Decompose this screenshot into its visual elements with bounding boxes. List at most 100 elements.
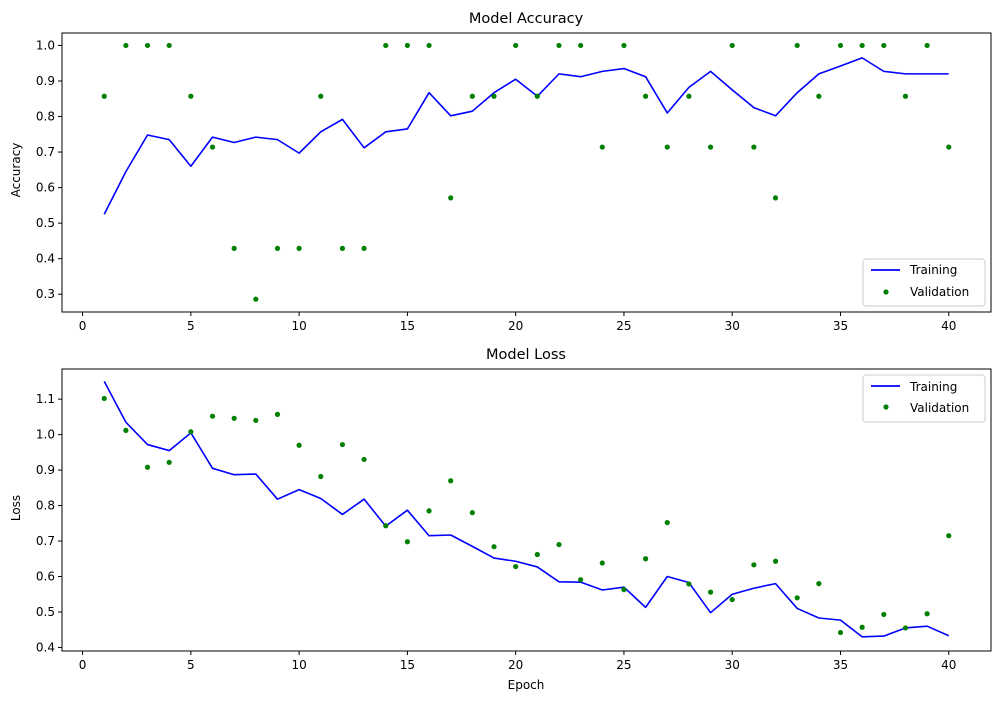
accuracy-validation-point xyxy=(231,245,237,251)
accuracy-legend: Training Validation xyxy=(862,258,986,307)
loss-legend-validation-label: Validation xyxy=(910,401,969,415)
loss-training-line xyxy=(103,381,950,638)
accuracy-validation-point xyxy=(513,42,519,49)
loss-validation-point xyxy=(556,541,562,548)
loss-validation-point xyxy=(816,581,822,587)
accuracy-validation-point xyxy=(816,93,822,99)
accuracy-xtick-label: 0 xyxy=(79,319,87,333)
loss-ytick-label: 0.8 xyxy=(36,499,55,513)
accuracy-validation-point xyxy=(253,296,259,302)
loss-validation-point xyxy=(101,395,107,402)
accuracy-plot: Model Accuracy Accuracy 0 5 10 15 20 25 30 35 40… xyxy=(9,11,992,333)
accuracy-xtick-label: 25 xyxy=(616,319,631,333)
accuracy-validation-point xyxy=(729,42,735,49)
accuracy-validation-point xyxy=(209,144,216,150)
loss-validation-point xyxy=(837,629,844,636)
loss-validation-point xyxy=(123,427,129,433)
accuracy-validation-point xyxy=(751,144,757,150)
accuracy-marks xyxy=(101,42,952,302)
accuracy-validation-point xyxy=(707,144,714,150)
accuracy-validation-point xyxy=(296,245,302,251)
accuracy-validation-point xyxy=(534,93,540,99)
loss-legend-training-label: Training xyxy=(909,380,957,394)
accuracy-validation-point xyxy=(383,42,389,49)
accuracy-validation-point xyxy=(643,93,649,99)
accuracy-validation-point xyxy=(686,93,692,99)
loss-validation-point xyxy=(621,587,627,593)
loss-ytick-label: 0.9 xyxy=(36,463,55,477)
loss-validation-point xyxy=(383,523,389,529)
loss-ylabel: Loss xyxy=(9,495,23,521)
accuracy-validation-point xyxy=(404,42,410,49)
loss-validation-point xyxy=(188,429,194,435)
accuracy-title: Model Accuracy xyxy=(469,11,584,27)
accuracy-validation-point xyxy=(578,42,584,49)
accuracy-xtick-label: 40 xyxy=(941,319,956,333)
accuracy-validation-point xyxy=(924,42,930,49)
accuracy-validation-point xyxy=(448,195,454,201)
accuracy-validation-point xyxy=(274,245,281,251)
accuracy-validation-point xyxy=(794,42,800,49)
loss-xtick-label: 30 xyxy=(725,658,740,672)
accuracy-xtick-label: 30 xyxy=(725,319,740,333)
accuracy-validation-point xyxy=(144,42,151,49)
accuracy-xtick-label: 5 xyxy=(187,319,195,333)
accuracy-xtick-label: 20 xyxy=(508,319,523,333)
loss-ticks: 0 5 10 15 20 25 30 35 40 0.4 0.5 0.6 0.7 0.8 0.9 1.0 1.1 xyxy=(36,392,957,672)
accuracy-legend-validation-swatch xyxy=(883,289,889,295)
loss-ytick-label: 0.4 xyxy=(36,640,55,654)
loss-xtick-label: 5 xyxy=(187,658,195,672)
accuracy-legend-training-label: Training xyxy=(909,263,957,277)
loss-validation-point xyxy=(924,611,930,617)
accuracy-ytick-label: 0.4 xyxy=(36,252,55,266)
accuracy-validation-point xyxy=(188,93,194,99)
loss-validation-point xyxy=(902,625,909,631)
loss-validation-point xyxy=(729,596,735,603)
loss-xtick-label: 35 xyxy=(833,658,848,672)
loss-validation-point xyxy=(469,510,475,516)
loss-ytick-label: 1.0 xyxy=(36,428,55,442)
loss-validation-point xyxy=(881,611,887,618)
loss-validation-point xyxy=(794,595,800,601)
loss-xtick-label: 15 xyxy=(400,658,415,672)
loss-validation-point xyxy=(686,581,692,587)
loss-legend-validation-swatch xyxy=(883,404,889,410)
accuracy-validation-point xyxy=(664,144,670,150)
loss-validation-point xyxy=(339,441,346,448)
accuracy-axes-frame xyxy=(61,32,992,313)
accuracy-xtick-label: 10 xyxy=(291,319,306,333)
loss-validation-point xyxy=(599,560,605,566)
loss-ytick-label: 0.6 xyxy=(36,570,55,584)
loss-validation-point xyxy=(772,558,779,564)
loss-ytick-label: 0.7 xyxy=(36,534,55,548)
loss-validation-point xyxy=(404,539,410,545)
loss-validation-point xyxy=(491,544,497,550)
accuracy-ytick-label: 1.0 xyxy=(36,38,55,52)
accuracy-validation-point xyxy=(946,144,952,150)
loss-validation-point xyxy=(274,411,281,417)
loss-title: Model Loss xyxy=(486,347,566,363)
loss-axes-frame xyxy=(61,368,992,652)
accuracy-validation-point xyxy=(361,245,367,251)
loss-validation-point xyxy=(144,464,151,470)
loss-validation-point xyxy=(946,533,952,539)
accuracy-validation-point xyxy=(166,42,172,49)
accuracy-validation-point xyxy=(772,195,779,201)
loss-validation-point xyxy=(707,589,714,595)
accuracy-validation-point xyxy=(556,42,562,49)
accuracy-validation-point xyxy=(881,42,887,49)
loss-validation-point xyxy=(166,459,172,465)
accuracy-validation-point xyxy=(837,42,844,49)
loss-plot: Model Loss Loss Epoch 0 5 10 15 20 25 30 35 40 0.… xyxy=(9,347,992,692)
loss-marks xyxy=(101,381,952,638)
loss-validation-point xyxy=(664,519,670,526)
accuracy-validation-point xyxy=(491,93,497,99)
accuracy-validation-point xyxy=(339,245,346,251)
accuracy-xtick-label: 35 xyxy=(833,319,848,333)
loss-xtick-label: 10 xyxy=(291,658,306,672)
loss-xtick-label: 0 xyxy=(79,658,87,672)
accuracy-ytick-label: 0.6 xyxy=(36,181,55,195)
loss-xtick-label: 25 xyxy=(616,658,631,672)
accuracy-ytick-label: 0.3 xyxy=(36,287,55,301)
